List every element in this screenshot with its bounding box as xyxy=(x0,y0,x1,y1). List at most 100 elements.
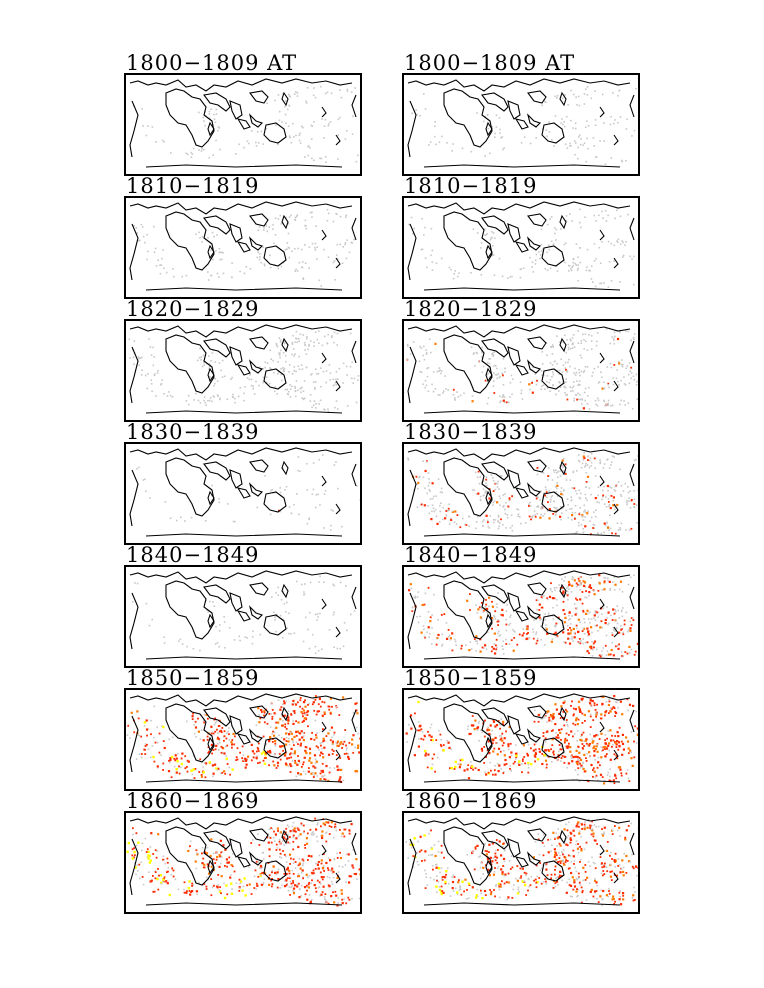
ship-track-observation xyxy=(603,826,606,829)
ship-track-observation xyxy=(142,235,145,238)
ship-track-observation xyxy=(582,697,584,700)
ship-track-observation xyxy=(417,721,420,723)
ship-track-observation xyxy=(487,372,490,375)
ship-track-observation xyxy=(520,392,522,395)
ship-track-observation xyxy=(214,377,217,380)
ship-track-observation xyxy=(600,889,603,892)
ship-track-observation xyxy=(450,268,452,271)
ship-track-observation xyxy=(199,758,202,761)
ship-track-observation xyxy=(428,734,431,737)
ship-track-observation xyxy=(540,508,543,510)
ship-track-observation xyxy=(153,225,155,228)
ship-track-observation xyxy=(229,627,231,629)
ship-track-observation xyxy=(620,774,623,777)
ship-track-observation xyxy=(599,461,602,464)
ship-track-observation xyxy=(214,717,217,720)
ship-track-observation xyxy=(617,360,620,363)
ship-track-observation xyxy=(475,521,478,523)
ship-track-observation xyxy=(628,382,631,385)
coastline xyxy=(423,287,621,291)
ship-track-observation xyxy=(537,599,539,602)
ship-track-observation xyxy=(546,496,548,499)
ship-track-observation xyxy=(501,645,503,647)
ship-track-observation xyxy=(223,770,226,773)
ship-track-observation xyxy=(632,894,635,897)
ship-track-observation xyxy=(419,345,421,348)
ship-track-observation xyxy=(320,859,323,862)
ship-track-observation xyxy=(495,114,498,116)
ship-track-observation xyxy=(636,642,638,645)
ship-track-observation xyxy=(318,342,320,344)
ship-track-observation xyxy=(490,769,492,772)
ship-track-observation xyxy=(621,859,624,862)
ship-track-observation xyxy=(437,394,440,396)
ship-track-observation xyxy=(413,754,416,757)
ship-track-observation xyxy=(601,898,604,901)
ship-track-observation xyxy=(221,727,224,729)
ship-track-observation xyxy=(498,117,501,119)
ship-track-observation xyxy=(295,337,297,340)
ship-track-observation xyxy=(235,759,238,761)
ship-track-observation xyxy=(564,334,566,337)
ship-track-observation xyxy=(246,884,248,887)
ship-track-observation xyxy=(161,725,163,728)
ship-track-observation xyxy=(551,761,553,763)
ship-track-observation xyxy=(200,356,203,358)
ship-track-observation xyxy=(548,131,551,133)
ship-track-observation xyxy=(579,822,582,824)
ship-track-observation xyxy=(611,336,614,338)
ship-track-observation xyxy=(203,762,206,765)
ship-track-observation xyxy=(231,739,234,741)
ship-track-observation xyxy=(588,594,590,597)
ship-track-observation xyxy=(223,739,225,742)
ship-track-observation xyxy=(244,759,248,762)
ship-track-observation xyxy=(429,620,432,623)
ship-track-observation xyxy=(619,281,621,283)
ship-track-observation xyxy=(452,394,455,396)
ship-track-observation xyxy=(632,867,635,870)
ship-track-observation xyxy=(324,489,327,492)
ship-track-observation xyxy=(547,710,550,713)
ship-track-observation xyxy=(271,733,273,735)
ship-track-observation xyxy=(322,756,325,759)
ship-track-observation xyxy=(569,338,572,341)
ship-track-observation xyxy=(144,753,147,755)
ship-track-observation xyxy=(283,833,286,836)
ship-track-observation xyxy=(568,265,571,267)
coastline xyxy=(407,693,631,707)
ship-track-observation xyxy=(238,878,241,881)
ship-track-observation xyxy=(183,881,186,884)
ship-track-observation xyxy=(177,888,180,891)
ship-track-observation xyxy=(329,121,332,123)
ship-track-observation xyxy=(416,860,419,863)
ship-track-observation xyxy=(331,740,335,743)
ship-track-observation xyxy=(633,886,635,889)
ship-track-observation xyxy=(562,609,565,612)
ship-track-observation xyxy=(239,270,241,273)
ship-track-observation xyxy=(617,735,620,738)
ship-track-observation xyxy=(170,152,172,154)
ship-track-observation xyxy=(257,742,260,745)
ship-track-observation xyxy=(546,251,548,254)
ship-track-observation xyxy=(483,735,486,738)
ship-track-observation xyxy=(277,361,279,363)
ship-track-observation xyxy=(215,858,218,861)
ship-track-observation xyxy=(220,892,222,895)
ship-track-observation xyxy=(145,490,147,492)
ship-track-observation xyxy=(323,778,326,780)
ship-track-observation xyxy=(494,488,497,491)
ship-track-observation xyxy=(502,358,505,360)
ship-track-observation xyxy=(150,879,153,882)
ship-track-observation xyxy=(222,844,225,847)
ship-track-observation xyxy=(282,367,284,369)
ship-track-observation xyxy=(320,385,322,388)
coastline xyxy=(249,90,269,104)
ship-track-observation xyxy=(631,764,634,767)
ship-track-observation xyxy=(213,113,215,116)
ship-track-observation xyxy=(318,886,321,888)
ship-track-observation xyxy=(281,379,283,382)
ship-track-observation xyxy=(316,840,319,843)
coastline xyxy=(514,241,529,253)
ship-track-observation xyxy=(216,737,219,740)
ship-track-observation xyxy=(210,878,213,880)
